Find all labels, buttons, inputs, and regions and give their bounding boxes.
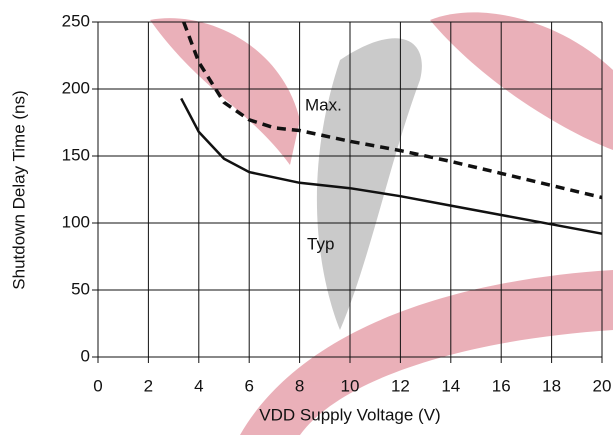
x-tick-label: 6 [244,376,253,395]
x-tick-label: 14 [441,376,460,395]
x-tick-label: 4 [194,376,203,395]
series-line [182,21,603,200]
y-tick-label: 100 [62,212,90,231]
x-axis-label: VDD Supply Voltage (V) [259,405,440,424]
x-tick-label: 0 [93,376,102,395]
y-tick-label: 250 [62,11,90,30]
y-tick-label: 50 [71,279,90,298]
watermark [150,12,613,435]
y-tick-label: 0 [81,346,90,365]
x-tick-label: 2 [144,376,153,395]
x-tick-label: 10 [341,376,360,395]
x-tick-label: 8 [295,376,304,395]
y-axis-label: Shutdown Delay Time (ns) [9,90,28,289]
x-tick-label: 18 [542,376,561,395]
series-line [180,97,603,235]
x-tick-label: 12 [391,376,410,395]
annotation: Typ [307,234,334,253]
annotation: Max. [305,95,342,114]
x-tick-label: 20 [593,376,612,395]
x-tick-label: 16 [492,376,511,395]
y-tick-label: 150 [62,145,90,164]
y-tick-label: 200 [62,78,90,97]
